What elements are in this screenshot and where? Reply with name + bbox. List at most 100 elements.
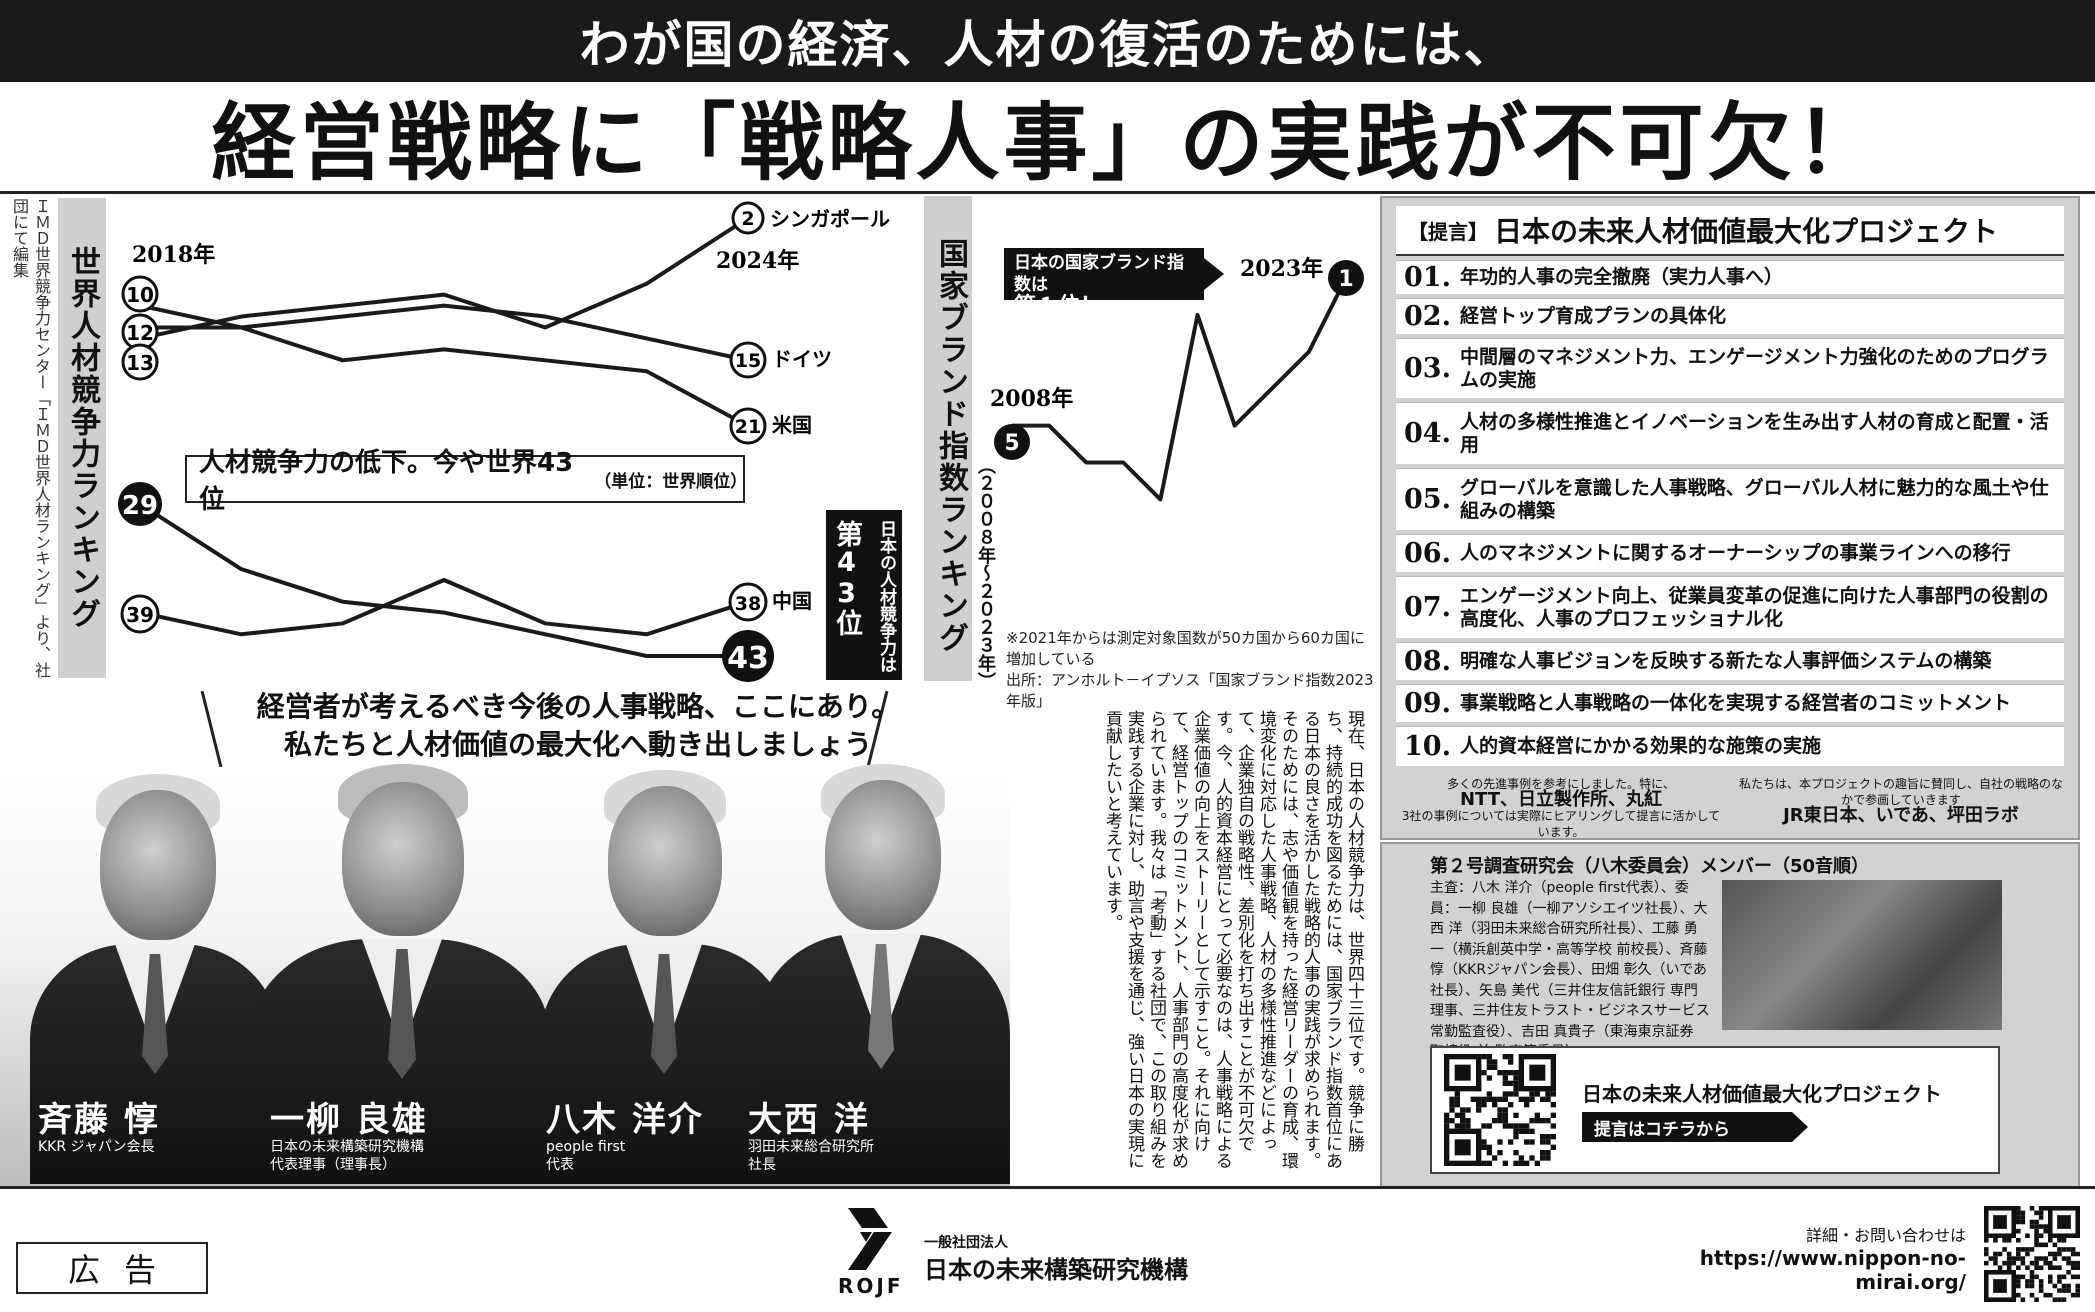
brand-callout-line1: 日本の国家ブランド指数は bbox=[1014, 253, 1184, 295]
proposal-item: 03. 中間層のマネジメント力、エンゲージメント力強化のためのプログラムの実施 bbox=[1396, 338, 2064, 398]
proposal-item-num: 02. bbox=[1404, 301, 1451, 332]
proposal-item: 06. 人のマネジメントに関するオーナーシップの事業ラインへの移行 bbox=[1396, 534, 2064, 572]
proposal-item-num: 05. bbox=[1404, 484, 1451, 515]
person-name: 八木 洋介 bbox=[546, 1100, 704, 1140]
foot-left-intro: 多くの先進事例を参考にしました。特に、 bbox=[1447, 777, 1675, 791]
proposal-item: 01. 年功的人事の完全撤廃（実力人事へ） bbox=[1396, 260, 2064, 294]
series-line-3 bbox=[140, 325, 749, 428]
brand-callout: 日本の国家ブランド指数は 第１位！ bbox=[1004, 248, 1204, 318]
person-role: people first bbox=[546, 1139, 626, 1155]
brand-callout-line2: 第１位！ bbox=[1014, 294, 1103, 319]
proposal-title: 【提言】 日本の未来人材価値最大化プロジェクト bbox=[1396, 206, 2064, 256]
footer-divider bbox=[0, 1186, 2095, 1189]
rank-marker-43 bbox=[722, 630, 774, 682]
proposal-item-text: 事業戦略と人事戦略の一体化を実現する経営者のコミットメント bbox=[1460, 692, 2012, 714]
label-china: 中国 bbox=[772, 589, 812, 613]
series-line-2 bbox=[139, 303, 749, 363]
proposal-item-text: エンゲージメント向上、従業員変革の促進に向けた人事部門の役割の高度化、人事のプロ… bbox=[1460, 584, 2049, 630]
talent-callout: 人材競争力の低下。今や世界43位 （単位：世界順位） bbox=[185, 448, 747, 515]
brand-side-title: 国家ブランド指数ランキング bbox=[924, 196, 972, 681]
brand-note-1: ※2021年からは測定対象国数が50カ国から60カ国に増加している bbox=[1006, 629, 1365, 668]
brand-chart: 2008年 2023年 5 1 bbox=[990, 256, 1364, 502]
proposal-link-button[interactable]: 提言はコチラから bbox=[1582, 1112, 1792, 1142]
contact-url-link[interactable]: https://www.nippon-no-mirai.org/ bbox=[1699, 1246, 1966, 1294]
label-singapore: シンガポール bbox=[770, 207, 890, 231]
rank-marker-29 bbox=[118, 482, 162, 526]
person-role: 日本の未来構築研究機構 bbox=[270, 1139, 424, 1155]
series-line-1 bbox=[1012, 277, 1348, 502]
rank-label-12: 12 bbox=[126, 321, 154, 345]
rank-marker-38 bbox=[728, 582, 768, 622]
person-name: 一柳 良雄 bbox=[270, 1100, 428, 1140]
foot-left-note: 3社の事例については実際にヒアリングして提言に活かしています。 bbox=[1401, 809, 1721, 839]
proposal-item-text: グローバルを意識した人事戦略、グローバル人材に魅力的な風土や仕組みの構築 bbox=[1460, 476, 2049, 522]
logo-caption: ROJF bbox=[838, 1274, 904, 1298]
brand-note-2: 出所：アンホルト－イプソス「国家ブランド指数2023年版」 bbox=[1006, 671, 1374, 710]
proposal-tag: 【提言】 bbox=[1408, 219, 1488, 244]
rank-marker-39 bbox=[120, 594, 160, 634]
message-line-2: 私たちと人材価値の最大化へ動き出しましょう bbox=[283, 728, 872, 761]
foot-right-intro: 私たちは、本プロジェクトの趣旨に賛同し、自社の戦略のなかで参画していきます bbox=[1738, 777, 2063, 807]
proposal-item-text: 人材の多様性推進とイノベーションを生み出す人材の育成と配置・活用 bbox=[1460, 410, 2049, 456]
proposal-item-num: 03. bbox=[1404, 353, 1451, 384]
ad-label: 広告 bbox=[16, 1242, 208, 1294]
proposal-item: 10. 人的資本経営にかかる効果的な施策の実施 bbox=[1396, 726, 2064, 766]
year-start-label: 2018年 bbox=[132, 242, 215, 268]
rank-label-21: 21 bbox=[735, 416, 761, 438]
person-name: 大西 洋 bbox=[748, 1100, 870, 1140]
message-heading: 経営者が考えるべき今後の人事戦略、ここにあり。 私たちと人材価値の最大化へ動き出… bbox=[218, 688, 938, 764]
proposal-footnote-left: 多くの先進事例を参考にしました。特に、 NTT、日立製作所、丸紅 3社の事例につ… bbox=[1396, 776, 1726, 840]
rank-label-10: 10 bbox=[126, 283, 154, 307]
proposal-item-num: 10. bbox=[1404, 731, 1451, 762]
competitiveness-side-title: 世界人材競争力ランキング bbox=[58, 198, 106, 678]
proposal-item-num: 07. bbox=[1404, 592, 1451, 623]
series-line-5 bbox=[138, 502, 748, 658]
rank-label-15: 15 bbox=[735, 350, 761, 372]
rank-label-43: 43 bbox=[727, 641, 769, 676]
qr-code-icon[interactable] bbox=[1444, 1054, 1556, 1166]
person-photo bbox=[250, 764, 550, 1184]
page-title: 経営戦略に「戦略人事」の実践が不可欠！ bbox=[0, 82, 2095, 194]
rank-marker-10 bbox=[121, 275, 159, 313]
org-type: 一般社団法人 bbox=[924, 1235, 1008, 1251]
proposal-item-text: 経営トップ育成プランの具体化 bbox=[1460, 305, 1727, 327]
members-list: 主査：八木 洋介（people first代表）、委員：一柳 良雄（一柳アソシエ… bbox=[1430, 880, 1710, 1060]
year-end-label: 2024年 bbox=[716, 248, 799, 274]
foot-left-companies: NTT、日立製作所、丸紅 bbox=[1459, 789, 1663, 810]
foot-right-companies: JR東日本、いであ、坪田ラボ bbox=[1783, 805, 2019, 826]
rank-label-2: 2 bbox=[741, 208, 754, 230]
proposal-item-num: 09. bbox=[1404, 688, 1451, 719]
members-title: 第２号調査研究会（八木委員会）メンバー（50音順） bbox=[1430, 856, 1870, 877]
person-role: 代表 bbox=[546, 1157, 574, 1173]
brand-notes: ※2021年からは測定対象国数が50カ国から60カ国に増加している 出所：アンホ… bbox=[1006, 628, 1376, 712]
brand-range: （２００８年〜２０２３年） bbox=[975, 456, 996, 690]
proposal-item: 09. 事業戦略と人事戦略の一体化を実現する経営者のコミットメント bbox=[1396, 684, 2064, 722]
rank-marker-21 bbox=[729, 407, 767, 445]
proposal-item-text: 人的資本経営にかかる効果的な施策の実施 bbox=[1460, 735, 1822, 757]
proposal-item-num: 08. bbox=[1404, 646, 1451, 677]
proposal-footnote-right: 私たちは、本プロジェクトの趣旨に賛同し、自社の戦略のなかで参画していきます JR… bbox=[1736, 776, 2066, 826]
brand-year-end: 2023年 bbox=[1240, 256, 1323, 282]
proposal-item: 07. エンゲージメント向上、従業員変革の促進に向けた人事部門の役割の高度化、人事… bbox=[1396, 576, 2064, 638]
proposal-title-text: 日本の未来人材価値最大化プロジェクト bbox=[1494, 215, 1999, 248]
series-line-4 bbox=[139, 578, 749, 637]
brand-rank-end-marker bbox=[1328, 260, 1364, 296]
proposal-item: 04. 人材の多様性推進とイノベーションを生み出す人材の育成と配置・活用 bbox=[1396, 402, 2064, 464]
header-subtitle: わが国の経済、人材の復活のためには、 bbox=[0, 0, 2095, 82]
japan-rank-value: 第43位 bbox=[831, 520, 862, 636]
rank-label-38: 38 bbox=[735, 593, 761, 615]
rank-label-29: 29 bbox=[122, 491, 158, 521]
arrow-right-icon bbox=[1792, 1112, 1808, 1142]
label-usa: 米国 bbox=[772, 413, 812, 437]
rank-marker-13 bbox=[121, 343, 159, 381]
qr-code-icon[interactable] bbox=[1984, 1206, 2080, 1302]
brand-year-start: 2008年 bbox=[990, 386, 1073, 412]
proposal-item-num: 01. bbox=[1404, 262, 1451, 293]
person-photo bbox=[530, 764, 790, 1184]
proposal-item: 05. グローバルを意識した人事戦略、グローバル人材に魅力的な風土や仕組みの構築 bbox=[1396, 468, 2064, 530]
rank-marker-2 bbox=[731, 201, 765, 235]
proposal-item-num: 04. bbox=[1404, 418, 1451, 449]
person-role: KKR ジャパン会長 bbox=[38, 1139, 155, 1155]
chart-source: ＩＭＤ世界競争力センター「ＩＭＤ世界人材ランキング」より、社団にて編集 bbox=[10, 198, 51, 678]
person-role: 羽田未来総合研究所 bbox=[748, 1139, 874, 1155]
